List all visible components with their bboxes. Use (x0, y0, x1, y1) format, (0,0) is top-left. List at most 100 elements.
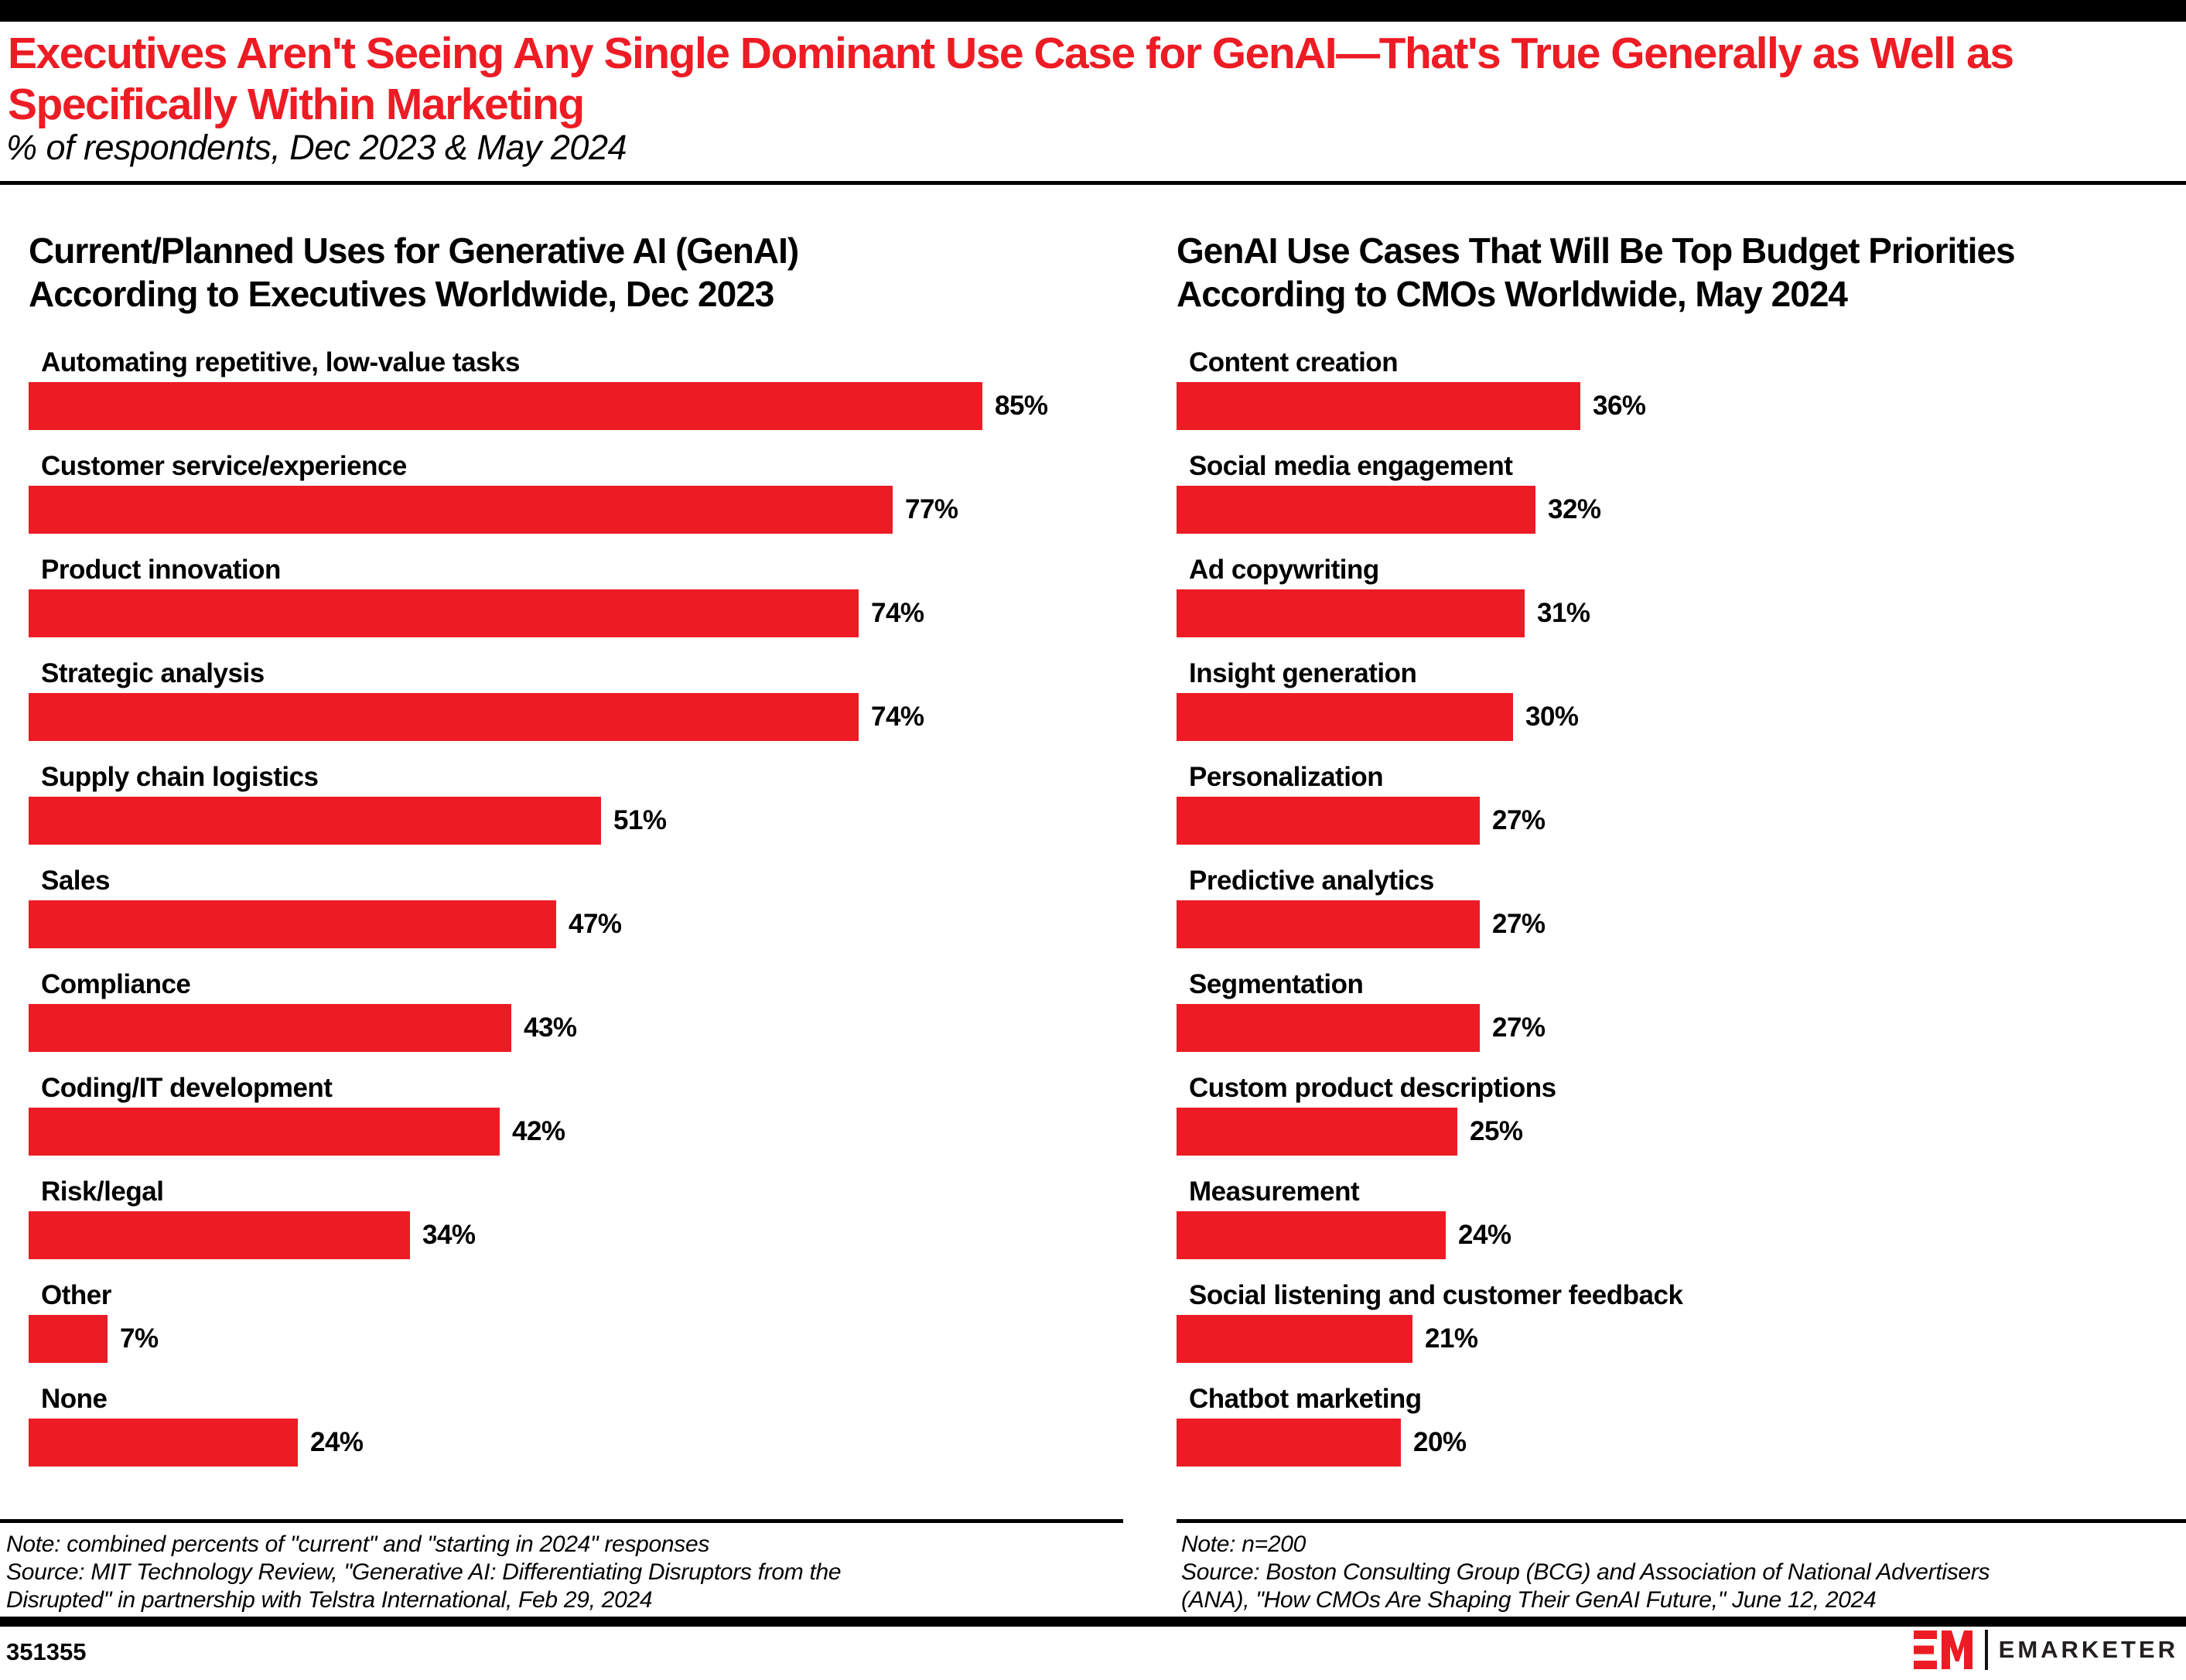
bar (29, 900, 556, 948)
chart-left-rows: Automating repetitive, low-value tasks 85… (29, 347, 1114, 1487)
bar (1177, 382, 1580, 430)
bar-line: 24% (1177, 1211, 2178, 1259)
bar-row: Sales 47% (29, 866, 1114, 969)
bar (1177, 589, 1525, 637)
bar-value: 25% (1470, 1116, 1523, 1146)
footer-black-bar (0, 1617, 2186, 1627)
bar-label: Product innovation (41, 555, 281, 585)
bar-value: 30% (1525, 702, 1579, 732)
bar-row: Customer service/experience 77% (29, 451, 1114, 555)
emarketer-monogram-icon (1913, 1630, 1973, 1669)
chart-right-title-line2: According to CMOs Worldwide, May 2024 (1177, 274, 1848, 314)
bar-label: Custom product descriptions (1189, 1073, 1556, 1103)
bar-value: 51% (613, 805, 667, 835)
bar-row: Measurement 24% (1177, 1176, 2178, 1280)
bar-line: 32% (1177, 486, 2178, 534)
bar-row: Supply chain logistics 51% (29, 762, 1114, 866)
chart-left: Current/Planned Uses for Generative AI (… (29, 229, 1114, 1467)
bar-line: 30% (1177, 693, 2178, 741)
brand-name: EMARKETER (1998, 1636, 2178, 1663)
bar-line: 25% (1177, 1108, 2178, 1156)
bar-label: Personalization (1189, 762, 1384, 792)
chart-right-title: GenAI Use Cases That Will Be Top Budget … (1177, 229, 2178, 316)
bar (1177, 1211, 1446, 1259)
bar-row: Risk/legal 34% (29, 1176, 1114, 1280)
bar-row: Segmentation 27% (1177, 969, 2178, 1073)
bar-value: 24% (310, 1427, 364, 1457)
bar (29, 486, 893, 534)
bar (1177, 693, 1513, 741)
bar-value: 42% (512, 1116, 565, 1146)
bar-row: Predictive analytics 27% (1177, 866, 2178, 969)
bar (1177, 1419, 1401, 1467)
bar-value: 36% (1593, 391, 1646, 421)
bar-line: 85% (29, 382, 1114, 430)
bar-label: Social media engagement (1189, 451, 1513, 481)
bar (29, 382, 982, 430)
bar-line: 51% (29, 797, 1114, 845)
bar-row: None 24% (29, 1384, 1114, 1487)
bar-label: Supply chain logistics (41, 762, 319, 792)
bar (29, 1315, 108, 1363)
bar-label: Risk/legal (41, 1176, 164, 1207)
bar-row: Automating repetitive, low-value tasks 85… (29, 347, 1114, 451)
bar-line: 27% (1177, 797, 2178, 845)
page-title-line1: Executives Aren't Seeing Any Single Domi… (8, 29, 2014, 78)
bar-label: Strategic analysis (41, 658, 265, 688)
bar-value: 7% (120, 1323, 159, 1354)
bar-label: Social listening and customer feedback (1189, 1280, 1683, 1310)
bar-line: 36% (1177, 382, 2178, 430)
bar (29, 1419, 298, 1467)
bar-line: 7% (29, 1315, 1114, 1363)
bar-label: Segmentation (1189, 969, 1364, 999)
bar-label: Compliance (41, 969, 191, 999)
bar-row: Coding/IT development 42% (29, 1073, 1114, 1176)
bar (29, 797, 601, 845)
chart-right-note: Note: n=200 Source: Boston Consulting Gr… (1181, 1531, 2181, 1614)
bar-row: Social listening and customer feedback 21… (1177, 1280, 2178, 1384)
page-subtitle: % of respondents, Dec 2023 & May 2024 (6, 128, 627, 167)
bar-line: 31% (1177, 589, 2178, 637)
chart-left-title: Current/Planned Uses for Generative AI (… (29, 229, 1114, 316)
bar-value: 20% (1413, 1427, 1467, 1457)
bar-row: Insight generation 30% (1177, 658, 2178, 762)
bar-value: 27% (1492, 909, 1546, 939)
bar-value: 21% (1425, 1323, 1478, 1354)
bar-row: Ad copywriting 31% (1177, 555, 2178, 658)
emarketer-logo: EMARKETER (1913, 1629, 2178, 1671)
chart-left-title-line1: Current/Planned Uses for Generative AI (… (29, 230, 799, 271)
bar (29, 1004, 511, 1052)
chart-right: GenAI Use Cases That Will Be Top Budget … (1177, 229, 2178, 1467)
page-title: Executives Aren't Seeing Any Single Domi… (8, 28, 2174, 130)
bar (1177, 1004, 1480, 1052)
chart-right-rows: Content creation 36% Social media engageme… (1177, 347, 2178, 1487)
top-black-bar (0, 0, 2186, 22)
page-title-line2: Specifically Within Marketing (8, 80, 585, 129)
bar-value: 31% (1537, 598, 1590, 628)
bar-value: 85% (995, 391, 1048, 421)
bar-row: Personalization 27% (1177, 762, 2178, 866)
bar-label: Automating repetitive, low-value tasks (41, 347, 520, 377)
chart-right-title-line1: GenAI Use Cases That Will Be Top Budget … (1177, 230, 2016, 271)
bar-label: Other (41, 1280, 111, 1310)
bar-line: 27% (1177, 1004, 2178, 1052)
note-line: Note: n=200 (1181, 1531, 1306, 1557)
bar-row: Custom product descriptions 25% (1177, 1073, 2178, 1176)
bar-line: 74% (29, 589, 1114, 637)
source-line: (ANA), "How CMOs Are Shaping Their GenAI… (1181, 1587, 1877, 1613)
bar-label: Ad copywriting (1189, 555, 1379, 585)
bar-line: 43% (29, 1004, 1114, 1052)
bar-line: 24% (29, 1419, 1114, 1467)
bar (29, 693, 859, 741)
bar-label: Content creation (1189, 347, 1399, 377)
bar (1177, 1108, 1457, 1156)
bar-line: 27% (1177, 900, 2178, 948)
bar-value: 27% (1492, 1012, 1546, 1043)
note-line: Note: combined percents of "current" and… (6, 1531, 710, 1557)
bar-line: 77% (29, 486, 1114, 534)
source-line: Source: Boston Consulting Group (BCG) an… (1181, 1559, 1990, 1585)
bar-label: Insight generation (1189, 658, 1417, 688)
bar-line: 42% (29, 1108, 1114, 1156)
bar-row: Product innovation 74% (29, 555, 1114, 658)
